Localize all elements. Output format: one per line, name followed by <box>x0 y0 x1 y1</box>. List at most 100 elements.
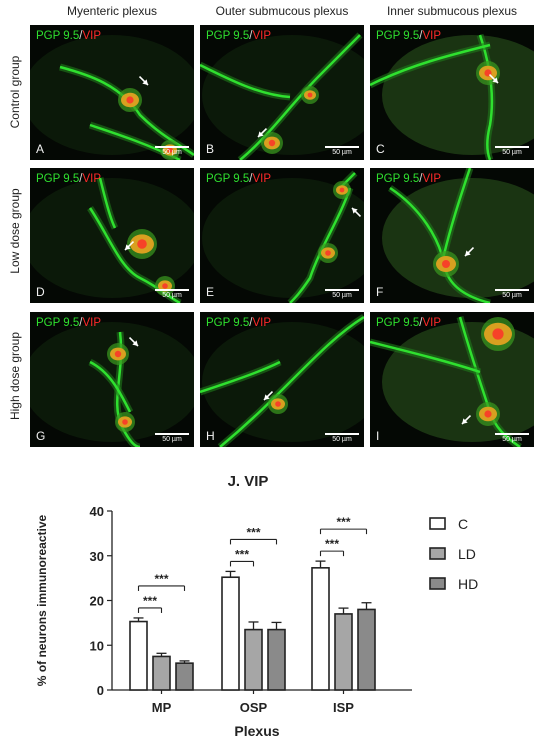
bar-ld-osp <box>244 628 263 691</box>
significance-bracket: *** <box>137 572 186 591</box>
stain-pgp: PGP 9.5 <box>206 317 250 329</box>
column-title-inner-submucous: Inner submucous plexus <box>386 4 518 18</box>
y-tick-label: 20 <box>90 594 104 609</box>
scale-bar-label: 50 µm <box>502 436 522 443</box>
stain-separator: / <box>419 317 423 329</box>
scale-bar-line <box>495 146 529 148</box>
arrow-icon <box>461 414 472 425</box>
scale-bar: 50 µm <box>155 146 189 156</box>
bar-c-isp <box>311 567 330 691</box>
scale-bar-label: 50 µm <box>332 149 352 156</box>
panel-letter: H <box>206 429 215 443</box>
x-tick-label: MP <box>152 700 172 715</box>
scale-bar-label: 50 µm <box>162 149 182 156</box>
stain-vip: VIP <box>252 30 272 42</box>
micrograph-panel-e: PGP 9.5/VIP E 50 µm <box>200 168 364 303</box>
panel-letter: A <box>36 142 45 156</box>
scale-bar-label: 50 µm <box>502 292 522 299</box>
column-title-myenteric: Myenteric plexus <box>66 4 158 18</box>
stain-label: PGP 9.5/VIP <box>376 173 441 185</box>
y-tick-label: 10 <box>90 638 104 653</box>
micrograph-panel-i: PGP 9.5/VIP I 50 µm <box>370 312 534 447</box>
stain-label: PGP 9.5/VIP <box>376 317 441 329</box>
stain-vip: VIP <box>422 317 442 329</box>
significance-label: *** <box>336 515 350 529</box>
scale-bar-label: 50 µm <box>162 292 182 299</box>
significance-label: *** <box>154 572 168 586</box>
x-tick-label: ISP <box>333 700 354 715</box>
stain-separator: / <box>419 173 423 185</box>
panel-letter: D <box>36 285 45 299</box>
tissue-image <box>200 32 364 160</box>
legend-label-hd: HD <box>458 576 478 592</box>
row-label-control: Control group <box>8 55 22 129</box>
scale-bar: 50 µm <box>495 289 529 299</box>
stain-label: PGP 9.5/VIP <box>206 173 271 185</box>
bar-c-osp <box>221 576 240 691</box>
scale-bar: 50 µm <box>495 146 529 156</box>
stain-label: PGP 9.5/VIP <box>206 30 271 42</box>
panel-letter: F <box>376 285 384 299</box>
scale-bar-line <box>325 433 359 435</box>
scale-bar-line <box>155 146 189 148</box>
stain-pgp: PGP 9.5 <box>206 30 250 42</box>
bar-hd-isp <box>357 608 376 691</box>
micrograph-panel-g: PGP 9.5/VIP G 50 µm <box>30 312 194 447</box>
panel-letter: I <box>376 429 380 443</box>
row-label-high-dose: High dose group <box>8 331 22 421</box>
tissue-image <box>200 314 364 447</box>
stain-vip: VIP <box>82 317 102 329</box>
micrograph-panel-d: PGP 9.5/VIP D 50 µm <box>30 168 194 303</box>
stain-vip: VIP <box>422 30 442 42</box>
chart-title: J. VIP <box>228 473 269 490</box>
bar-ld-mp <box>152 655 171 691</box>
scale-bar: 50 µm <box>325 146 359 156</box>
scale-bar-line <box>325 289 359 291</box>
arrow-icon <box>351 207 362 218</box>
scale-bar: 50 µm <box>495 433 529 443</box>
tissue-image <box>370 316 534 447</box>
micrograph-panel-h: PGP 9.5/VIP H 50 µm <box>200 312 364 447</box>
scale-bar: 50 µm <box>325 433 359 443</box>
significance-bracket: *** <box>319 515 368 535</box>
significance-bracket: *** <box>137 594 163 613</box>
arrow-icon <box>128 336 139 347</box>
stain-pgp: PGP 9.5 <box>376 173 420 185</box>
panel-letter: C <box>376 142 385 156</box>
stain-separator: / <box>249 30 253 42</box>
row-label-low-dose: Low dose group <box>8 188 22 274</box>
bar-hd-mp <box>175 662 194 691</box>
scale-bar-line <box>325 146 359 148</box>
vip-bar-chart: J. VIP 0 10 20 30 40 % of neurons immunoreacti… <box>35 473 478 739</box>
panel-letter: B <box>206 142 215 156</box>
scale-bar: 50 µm <box>155 433 189 443</box>
arrow-icon <box>488 73 499 84</box>
stain-separator: / <box>419 30 423 42</box>
legend-swatch-c <box>429 517 446 530</box>
scale-bar-line <box>155 289 189 291</box>
stain-vip: VIP <box>82 30 102 42</box>
significance-label: *** <box>325 537 339 551</box>
y-tick-label: 0 <box>97 683 104 698</box>
tissue-image <box>30 35 194 160</box>
panel-letter: E <box>206 285 215 299</box>
stain-vip: VIP <box>422 173 442 185</box>
significance-label: *** <box>235 547 249 561</box>
stain-separator: / <box>79 317 83 329</box>
stain-pgp: PGP 9.5 <box>36 173 80 185</box>
legend-swatch-ld <box>429 547 446 560</box>
arrow-icon <box>464 246 475 257</box>
bar-hd-osp <box>267 628 286 691</box>
arrow-icon <box>138 75 149 86</box>
y-tick-label: 30 <box>90 549 104 564</box>
stain-pgp: PGP 9.5 <box>376 317 420 329</box>
arrow-icon <box>263 390 274 401</box>
stain-label: PGP 9.5/VIP <box>376 30 441 42</box>
stain-pgp: PGP 9.5 <box>36 30 80 42</box>
bar-ld-isp <box>334 613 353 691</box>
significance-bracket: *** <box>319 537 345 557</box>
micrograph-panel-f: PGP 9.5/VIP F 50 µm <box>370 168 534 303</box>
column-title-outer-submucous: Outer submucous plexus <box>215 4 349 18</box>
scale-bar-line <box>495 433 529 435</box>
stain-pgp: PGP 9.5 <box>376 30 420 42</box>
